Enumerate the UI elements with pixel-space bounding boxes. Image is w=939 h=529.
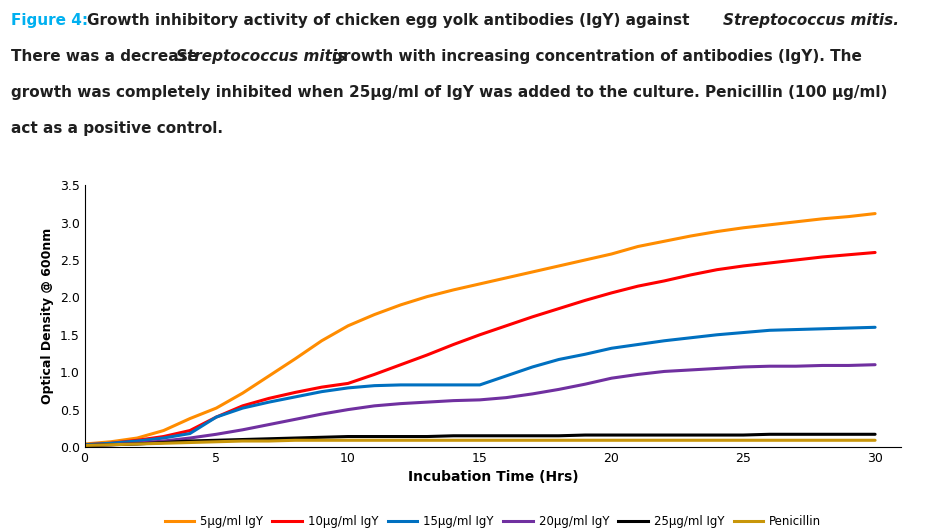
Text: act as a positive control.: act as a positive control.	[11, 121, 223, 136]
Text: There was a decrease: There was a decrease	[11, 49, 204, 64]
Text: Streptococcus mitis.: Streptococcus mitis.	[723, 13, 899, 28]
Text: Figure 4:: Figure 4:	[11, 13, 88, 28]
Text: Growth inhibitory activity of chicken egg yolk antibodies (IgY) against: Growth inhibitory activity of chicken eg…	[87, 13, 695, 28]
X-axis label: Incubation Time (Hrs): Incubation Time (Hrs)	[408, 470, 578, 485]
Text: growth was completely inhibited when 25μg/ml of IgY was added to the culture. Pe: growth was completely inhibited when 25μ…	[11, 85, 887, 100]
Text: Streptococcus mitis: Streptococcus mitis	[176, 49, 346, 64]
Legend: 5μg/ml IgY, 10μg/ml IgY, 15μg/ml IgY, 20μg/ml IgY, 25μg/ml IgY, Penicillin: 5μg/ml IgY, 10μg/ml IgY, 15μg/ml IgY, 20…	[160, 510, 826, 529]
Y-axis label: Optical Density @ 600nm: Optical Density @ 600nm	[41, 228, 54, 404]
Text: growth with increasing concentration of antibodies (IgY). The: growth with increasing concentration of …	[327, 49, 862, 64]
